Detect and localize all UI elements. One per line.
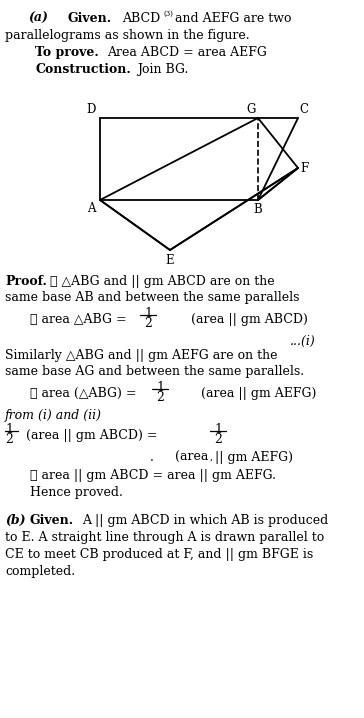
Text: E: E: [166, 254, 174, 267]
Text: 1: 1: [5, 423, 13, 436]
Text: (3): (3): [163, 10, 173, 18]
Text: 1: 1: [144, 307, 152, 320]
Text: and AEFG are two: and AEFG are two: [175, 12, 292, 25]
Text: Given.: Given.: [30, 514, 74, 527]
Text: ∴ area || gm ABCD = area || gm AEFG.: ∴ area || gm ABCD = area || gm AEFG.: [30, 469, 276, 482]
Text: 2: 2: [5, 433, 13, 446]
Text: A || gm ABCD in which AB is produced: A || gm ABCD in which AB is produced: [82, 514, 328, 527]
Text: from (i) and (ii): from (i) and (ii): [5, 409, 102, 422]
Text: same base AB and between the same parallels: same base AB and between the same parall…: [5, 291, 300, 304]
Text: G: G: [247, 103, 256, 116]
Text: (area || gm ABCD) =: (area || gm ABCD) =: [22, 429, 158, 442]
Text: 2: 2: [144, 317, 152, 330]
Text: A: A: [87, 202, 96, 215]
Text: || gm AEFG): || gm AEFG): [215, 451, 293, 464]
Text: 2: 2: [214, 433, 222, 446]
Text: ,: ,: [210, 453, 213, 462]
Text: (area || gm AEFG): (area || gm AEFG): [185, 387, 316, 400]
Text: ∴ area (△ABG) =: ∴ area (△ABG) =: [30, 387, 141, 400]
Text: Construction.: Construction.: [35, 63, 131, 76]
Text: 1: 1: [156, 381, 164, 394]
Text: (area || gm ABCD): (area || gm ABCD): [175, 313, 308, 326]
Text: Given.: Given.: [68, 12, 112, 25]
Text: CE to meet CB produced at F, and || gm BFGE is: CE to meet CB produced at F, and || gm B…: [5, 548, 313, 561]
Text: Similarly △ABG and || gm AEFG are on the: Similarly △ABG and || gm AEFG are on the: [5, 349, 277, 362]
Text: same base AG and between the same parallels.: same base AG and between the same parall…: [5, 365, 304, 378]
Text: B: B: [254, 203, 262, 216]
Text: Proof.: Proof.: [5, 275, 47, 288]
Text: Join BG.: Join BG.: [137, 63, 189, 76]
Text: To prove.: To prove.: [35, 46, 99, 59]
Text: ∴ area △ABG =: ∴ area △ABG =: [30, 313, 131, 326]
Text: ∴ △ABG and || gm ABCD are on the: ∴ △ABG and || gm ABCD are on the: [50, 275, 274, 288]
Text: C: C: [299, 103, 308, 116]
Text: parallelograms as shown in the figure.: parallelograms as shown in the figure.: [5, 29, 250, 42]
Text: .: .: [150, 451, 154, 464]
Text: (b): (b): [5, 514, 25, 527]
Text: 2: 2: [156, 391, 164, 404]
Text: (a): (a): [28, 12, 48, 25]
Text: Hence proved.: Hence proved.: [30, 486, 123, 499]
Text: 1: 1: [214, 423, 222, 436]
Text: F: F: [300, 162, 308, 174]
Text: ABCD: ABCD: [122, 12, 160, 25]
Text: ...(i): ...(i): [290, 335, 316, 348]
Text: D: D: [87, 103, 96, 116]
Text: Area ABCD = area AEFG: Area ABCD = area AEFG: [107, 46, 267, 59]
Text: (area: (area: [175, 451, 208, 464]
Text: completed.: completed.: [5, 565, 75, 578]
Text: to E. A straight line through A is drawn parallel to: to E. A straight line through A is drawn…: [5, 531, 324, 544]
